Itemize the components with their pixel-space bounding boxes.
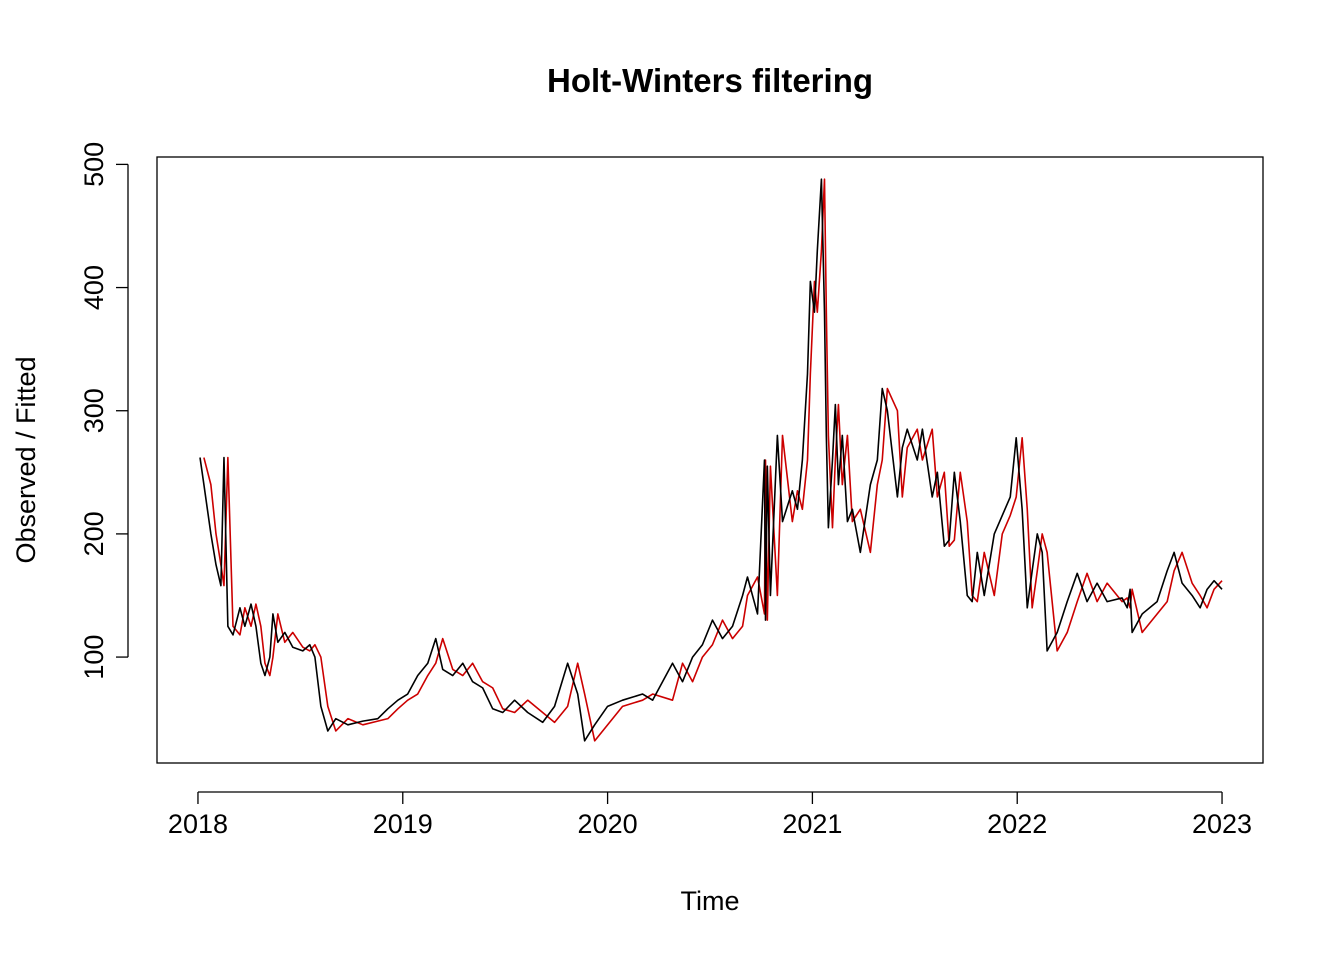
y-tick-label: 100 <box>79 635 109 680</box>
y-tick-label: 200 <box>79 511 109 556</box>
x-tick-label: 2018 <box>168 809 228 839</box>
y-tick-label: 500 <box>79 142 109 187</box>
x-tick-label: 2021 <box>782 809 842 839</box>
y-axis-label: Observed / Fitted <box>11 356 41 563</box>
plot-frame <box>156 156 1264 764</box>
x-tick-label: 2019 <box>373 809 433 839</box>
x-tick-label: 2022 <box>987 809 1047 839</box>
series-line <box>199 178 1223 742</box>
series-line <box>203 178 1223 742</box>
x-tick-label: 2023 <box>1192 809 1252 839</box>
y-tick-label: 300 <box>79 388 109 433</box>
x-tick-label: 2020 <box>578 809 638 839</box>
y-tick-label: 400 <box>79 265 109 310</box>
x-axis-label: Time <box>681 886 740 916</box>
chart-title: Holt-Winters filtering <box>547 62 873 99</box>
